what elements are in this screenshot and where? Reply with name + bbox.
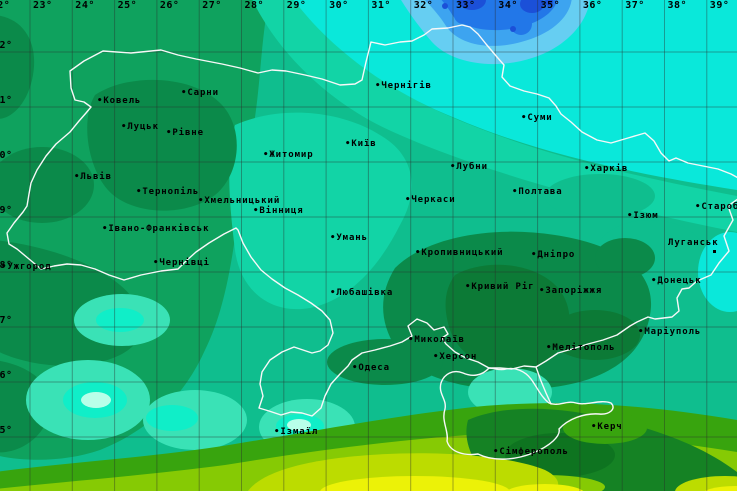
longitude-label: 36° — [582, 0, 603, 11]
latitude-label: 46° — [0, 370, 13, 381]
longitude-label: 27° — [202, 0, 222, 11]
region-forest-melitopol — [550, 310, 640, 360]
region-mint-core-3 — [146, 405, 198, 431]
city-label: •Дніпро — [531, 250, 576, 260]
longitude-label: 28° — [244, 0, 265, 11]
city-label: •Старобільськ — [695, 202, 737, 212]
region-mint-core-1 — [96, 308, 144, 332]
city-label: •Ужгород — [1, 262, 52, 272]
city-label: •Чернігів — [375, 81, 432, 91]
region-grass-kerch — [563, 412, 647, 444]
region-deepblue-dot-2 — [510, 26, 516, 32]
longitude-label: 30° — [329, 0, 349, 11]
longitude-label: 26° — [159, 0, 180, 11]
city-label: Луганськ — [668, 238, 719, 248]
region-deepblue-1 — [458, 0, 486, 10]
city-label: •Ковель — [97, 96, 142, 106]
city-label: •Тернопіль — [136, 187, 200, 197]
city-label: •Любашівка — [330, 288, 394, 298]
region-mint-pale-1 — [81, 392, 111, 408]
region-cyan-northeast — [293, 0, 737, 190]
city-label: •Луцьк — [121, 122, 159, 132]
region-dark-odesa-coast — [327, 339, 443, 385]
longitude-label: 33° — [456, 0, 476, 11]
region-yellow-2 — [506, 484, 584, 491]
longitude-label: 22° — [0, 0, 11, 11]
city-label: •Кропивницький — [415, 248, 504, 258]
city-label: •Житомир — [263, 150, 314, 160]
ukraine-border-crimea — [439, 367, 614, 460]
longitude-label: 23° — [33, 0, 53, 11]
region-dark-corner-nw — [0, 15, 35, 119]
city-label: •Ізюм — [627, 211, 659, 221]
city-label: •Сарни — [181, 88, 219, 98]
city-dot — [713, 250, 716, 253]
city-label: •Черкаси — [405, 195, 456, 205]
latitude-label: 52° — [0, 40, 13, 51]
city-label: •Ізмаїл — [274, 427, 319, 437]
longitude-label: 32° — [413, 0, 434, 11]
city-label: •Лубни — [450, 162, 488, 172]
city-label: •Донецьк — [651, 276, 702, 286]
ukraine-border-mainland — [6, 24, 737, 417]
latitude-label: 51° — [0, 95, 13, 106]
city-label: •Миколаїв — [408, 335, 465, 345]
city-label: •Полтава — [512, 187, 563, 197]
longitude-label: 25° — [117, 0, 138, 11]
city-label: •Запоріжжя — [539, 286, 603, 296]
city-label: •Суми — [521, 113, 553, 123]
region-emerald-patch-kharkiv — [545, 174, 655, 218]
city-label: •Хмельницький — [198, 196, 281, 206]
region-teal-band — [252, 0, 737, 232]
longitude-label: 37° — [625, 0, 645, 11]
city-label: •Кривий Ріг — [465, 282, 535, 292]
region-forest-kryvyi-rih — [445, 264, 570, 371]
latitude-label: 49° — [0, 205, 13, 216]
ukraine-border-arabat-spit — [535, 366, 552, 405]
city-label: •Керч — [591, 422, 623, 432]
city-label: •Одеса — [352, 363, 390, 373]
city-label: •Маріуполь — [638, 327, 702, 337]
region-mint-pale-2 — [287, 419, 311, 431]
longitude-label: 31° — [371, 0, 391, 11]
region-deepblue-dot-3 — [545, 0, 553, 6]
city-label: •Харків — [584, 164, 629, 174]
city-label: •Херсон — [433, 352, 478, 362]
region-teal-center — [229, 112, 412, 310]
city-label: •Івано-Франківськ — [102, 224, 210, 234]
region-dark-volyn — [87, 79, 237, 211]
latitude-label: 50° — [0, 150, 13, 161]
region-deepblue-2 — [520, 0, 544, 13]
longitude-label: 29° — [286, 0, 307, 11]
latitude-label: 48° — [0, 260, 13, 271]
city-label: •Умань — [330, 233, 368, 243]
region-dark-lviv — [0, 147, 94, 223]
latitude-label: 45° — [0, 425, 13, 436]
city-label: •Сімферополь — [493, 447, 569, 457]
region-blue-lobe-1 — [454, 6, 472, 24]
region-yellow-1 — [320, 476, 510, 491]
region-yellow-corner — [704, 486, 737, 491]
city-label: •Мелітополь — [546, 343, 616, 353]
city-label: •Вінниця — [253, 206, 304, 216]
city-label: •Чернівці — [153, 258, 210, 268]
city-label: •Рівне — [166, 128, 204, 138]
ukraine-border — [6, 24, 737, 460]
longitude-label: 34° — [498, 0, 518, 11]
city-label: •Київ — [345, 139, 377, 149]
longitude-label: 38° — [667, 0, 688, 11]
longitude-label: 39° — [709, 0, 730, 11]
city-label: •Львів — [74, 172, 112, 182]
longitude-label: 35° — [540, 0, 561, 11]
region-deepblue-dot-1 — [442, 3, 448, 9]
latitude-label: 47° — [0, 315, 13, 326]
longitude-label: 24° — [75, 0, 95, 11]
region-dark-donetsk-patch — [595, 238, 655, 278]
